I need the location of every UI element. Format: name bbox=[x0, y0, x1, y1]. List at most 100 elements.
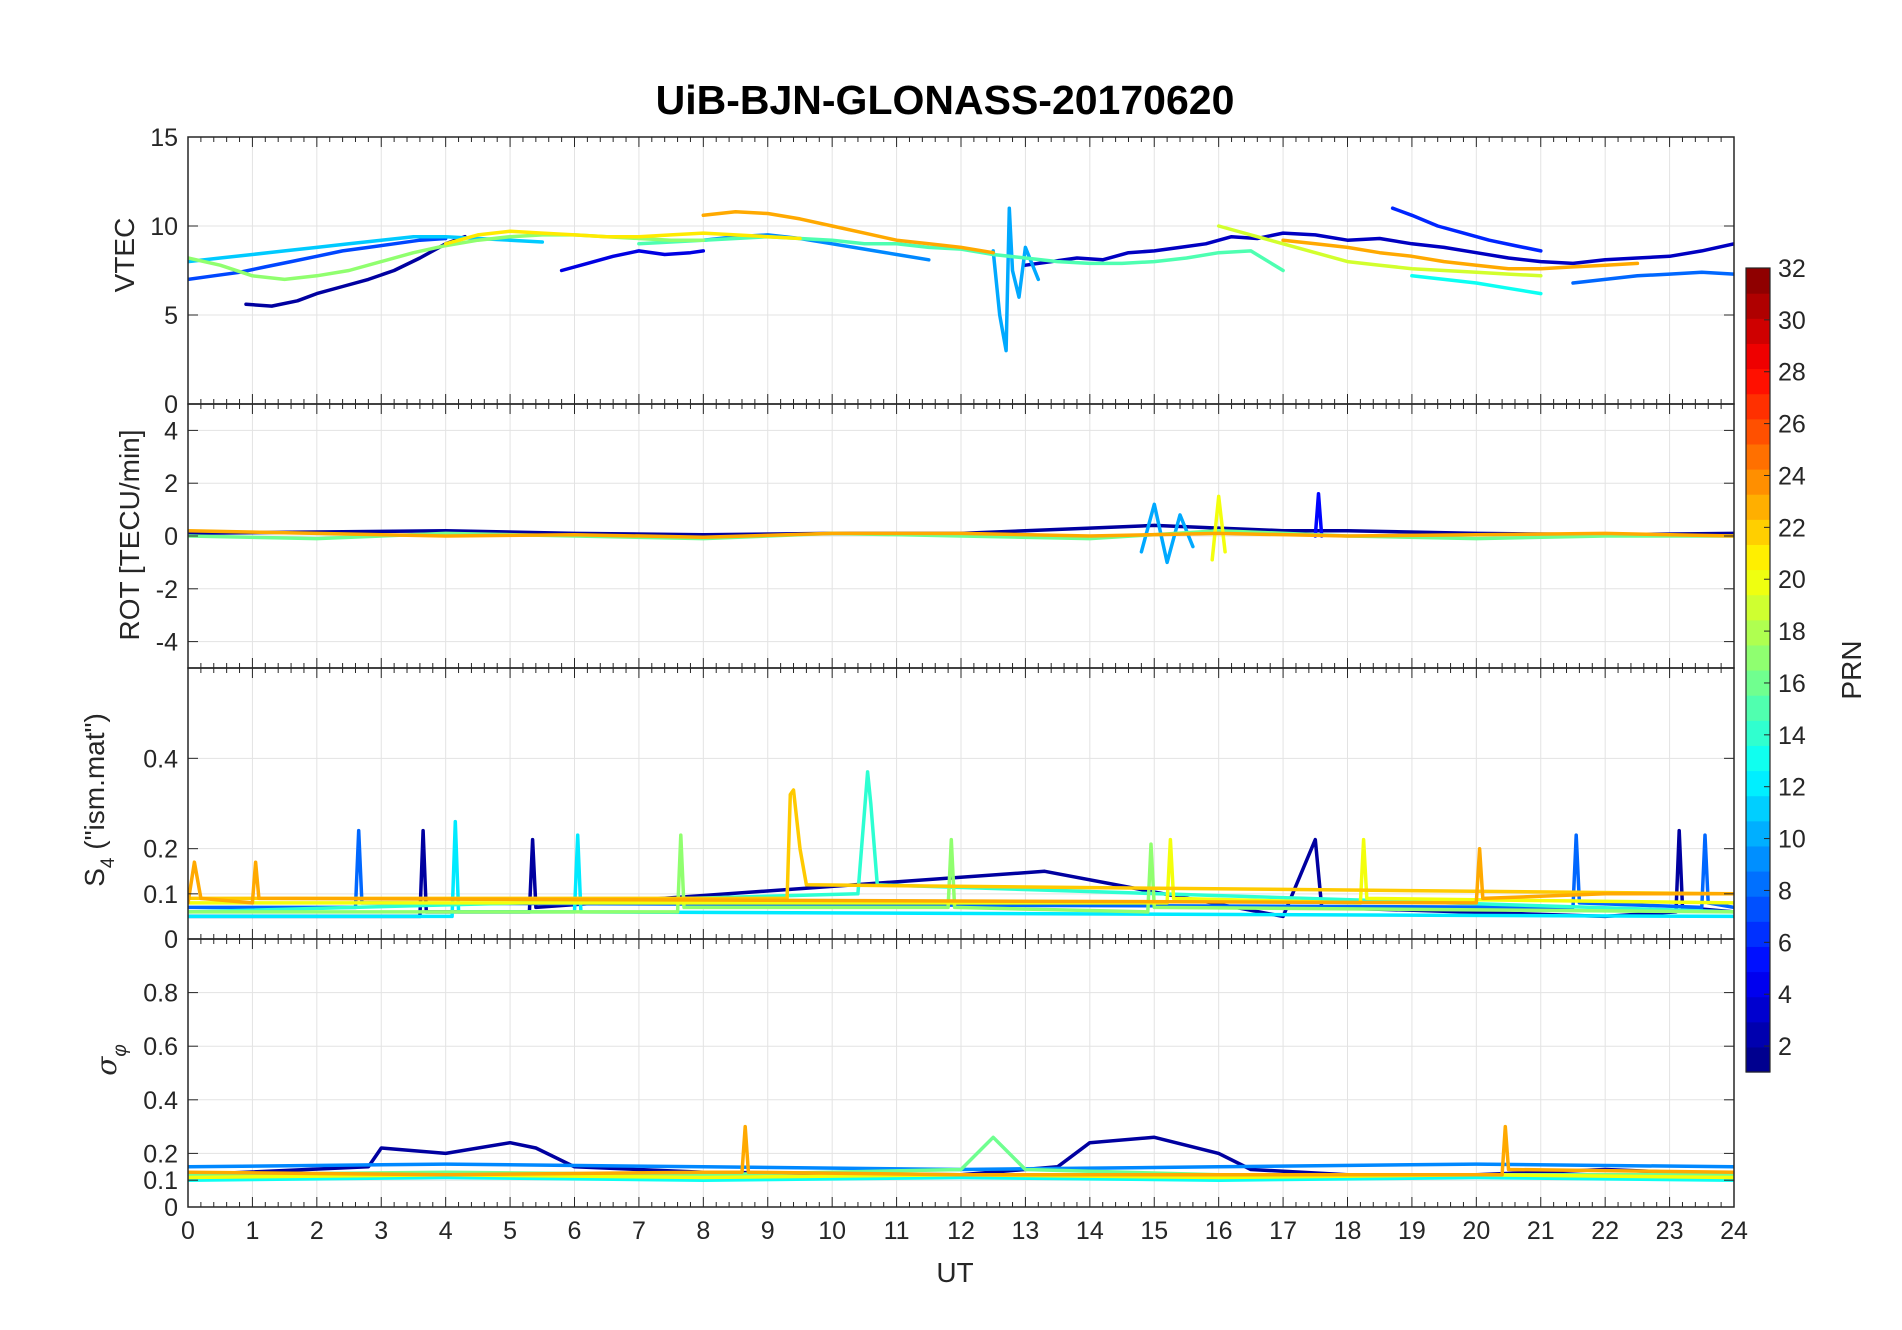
y-tick-label: 5 bbox=[164, 302, 178, 330]
series-line-prn-23 bbox=[701, 210, 995, 255]
x-tick-label: 24 bbox=[1720, 1217, 1748, 1245]
series-group bbox=[188, 1124, 1734, 1182]
x-tick-label: 10 bbox=[818, 1217, 846, 1245]
y-tick-label: 0.6 bbox=[143, 1033, 178, 1061]
s4-y-label: S4 ("ism.mat") bbox=[79, 713, 119, 887]
colorbar-tick-label: 18 bbox=[1778, 618, 1806, 646]
series-line-prn-23 bbox=[188, 1124, 1734, 1177]
colorbar-segment bbox=[1746, 845, 1770, 872]
colorbar-tick-label: 2 bbox=[1778, 1033, 1792, 1061]
svg-text:ROT [TECU/min]: ROT [TECU/min] bbox=[114, 429, 145, 640]
vtec-y-label: VTEC bbox=[109, 218, 140, 293]
y-tick-label: 0 bbox=[164, 926, 178, 954]
y-tick-label: 0 bbox=[164, 523, 178, 551]
x-tick-label: 13 bbox=[1012, 1217, 1040, 1245]
colorbar-segment bbox=[1746, 1021, 1770, 1048]
y-tick-label: -2 bbox=[156, 576, 178, 604]
x-tick-label: 0 bbox=[181, 1217, 195, 1245]
series-line-prn-17 bbox=[188, 833, 1734, 914]
colorbar-segment bbox=[1746, 770, 1770, 797]
y-tick-label: 0.2 bbox=[143, 836, 178, 864]
colorbar-tick-label: 6 bbox=[1778, 929, 1792, 957]
colorbar-segment bbox=[1746, 469, 1770, 495]
series-line-prn-3 bbox=[1023, 231, 1734, 267]
colorbar-segment bbox=[1746, 871, 1770, 897]
colorbar-segment bbox=[1746, 318, 1770, 344]
panel-vtec: 0 5 10 15 bbox=[150, 124, 1735, 419]
colorbar-tick-label: 4 bbox=[1778, 981, 1792, 1009]
colorbar-segment bbox=[1746, 594, 1770, 621]
colorbar-tick-label: 30 bbox=[1778, 307, 1806, 335]
colorbar-segment bbox=[1746, 745, 1770, 772]
x-tick-label: 20 bbox=[1462, 1217, 1490, 1245]
y-tick-label: 2 bbox=[164, 470, 178, 498]
colorbar-segment bbox=[1746, 268, 1770, 294]
x-tick-label: 17 bbox=[1269, 1217, 1297, 1245]
series-group bbox=[188, 492, 1734, 565]
x-axis-label: UT bbox=[936, 1257, 973, 1288]
colorbar-segment bbox=[1746, 921, 1770, 947]
colorbar-segment bbox=[1746, 946, 1770, 973]
y-tick-label: 0.1 bbox=[143, 1167, 178, 1195]
series-group bbox=[188, 770, 1734, 919]
svg-text:σφ: σφ bbox=[90, 1044, 131, 1076]
x-tick-label: 1 bbox=[245, 1217, 259, 1245]
colorbar-tick-label: 24 bbox=[1778, 462, 1806, 490]
chart-title: UiB-BJN-GLONASS-20170620 bbox=[656, 77, 1235, 123]
series-line-prn-10 bbox=[1139, 502, 1195, 565]
colorbar-tick-label: 14 bbox=[1778, 722, 1806, 750]
x-tick-label: 15 bbox=[1140, 1217, 1168, 1245]
x-tick-label: 22 bbox=[1591, 1217, 1619, 1245]
series-line-prn-10 bbox=[991, 206, 1041, 353]
series-line-prn-4 bbox=[559, 249, 706, 273]
colorbar-tick-label: 16 bbox=[1778, 670, 1806, 698]
y-tick-label: 0.1 bbox=[143, 881, 178, 909]
x-tick-label: 23 bbox=[1656, 1217, 1684, 1245]
y-tick-label: 0.4 bbox=[143, 745, 178, 773]
colorbar-segment bbox=[1746, 343, 1770, 370]
x-tick-label: 6 bbox=[568, 1217, 582, 1245]
panel-s4: 0 0.1 0.2 0.4 bbox=[143, 667, 1735, 954]
colorbar-segment bbox=[1746, 695, 1770, 721]
series-line-prn-2 bbox=[244, 234, 467, 308]
colorbar-segment bbox=[1746, 293, 1770, 319]
series-line-prn-23 bbox=[188, 528, 1734, 540]
panel-rot: -4 -2 0 2 4 bbox=[156, 403, 1735, 669]
colorbar-tick-label: 26 bbox=[1778, 411, 1806, 439]
colorbar-segment bbox=[1746, 519, 1770, 545]
series-line-prn-13 bbox=[1410, 274, 1543, 296]
colorbar-tick-label: 10 bbox=[1778, 826, 1806, 854]
colorbar-segment bbox=[1746, 820, 1770, 847]
x-tick-label: 16 bbox=[1205, 1217, 1233, 1245]
x-tick-label: 2 bbox=[310, 1217, 324, 1245]
colorbar-segment bbox=[1746, 418, 1770, 445]
colorbar-segment bbox=[1746, 720, 1770, 746]
x-tick-label: 21 bbox=[1527, 1217, 1555, 1245]
x-tick-label: 7 bbox=[632, 1217, 646, 1245]
y-tick-label: 4 bbox=[164, 417, 178, 445]
y-tick-label: 0 bbox=[164, 391, 178, 419]
series-line-prn-8 bbox=[188, 828, 1734, 910]
colorbar-segment bbox=[1746, 569, 1770, 596]
y-tick-label: 0 bbox=[164, 1194, 178, 1222]
series-line-prn-22 bbox=[188, 788, 1734, 901]
y-tick-label: -4 bbox=[156, 629, 178, 657]
panel-sigma_phi: 00.10.20.40.60.80 1 2 3 4 5 6 7 8 9 10 11 12 13 14 15 16… bbox=[143, 938, 1748, 1245]
x-tick-label: 19 bbox=[1398, 1217, 1426, 1245]
colorbar-label: PRN bbox=[1836, 640, 1867, 699]
colorbar-segment bbox=[1746, 443, 1770, 470]
colorbar-tick-label: 8 bbox=[1778, 877, 1792, 905]
y-tick-label: 0.4 bbox=[143, 1087, 178, 1115]
colorbar-tick-label: 20 bbox=[1778, 566, 1806, 594]
rot-y-label: ROT [TECU/min] bbox=[114, 429, 145, 640]
sigma-phi-y-label: σφ bbox=[90, 1044, 131, 1076]
colorbar-segment bbox=[1746, 996, 1770, 1023]
x-tick-label: 9 bbox=[761, 1217, 775, 1245]
colorbar-tick-label: 22 bbox=[1778, 514, 1806, 542]
x-tick-label: 3 bbox=[374, 1217, 388, 1245]
y-tick-label: 0.8 bbox=[143, 980, 178, 1008]
series-line-prn-8 bbox=[1571, 270, 1734, 285]
